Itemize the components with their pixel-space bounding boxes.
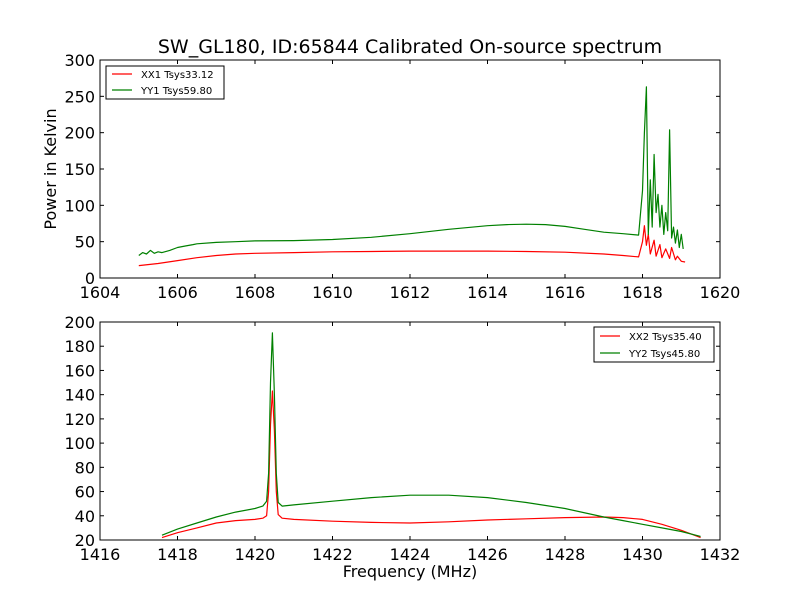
top-legend-label-xx1: XX1 Tsys33.12 xyxy=(141,70,214,81)
top-legend: XX1 Tsys33.12 YY1 Tsys59.80 xyxy=(105,65,225,100)
bottom-x-tick-label: 1430 xyxy=(622,545,663,564)
top-y-tick-label: 0 xyxy=(85,269,95,288)
top-series-yy1-line xyxy=(138,86,684,256)
top-legend-label-yy1: YY1 Tsys59.80 xyxy=(140,86,212,97)
bottom-x-tick-label: 1422 xyxy=(312,545,353,564)
top-chart-title: SW_GL180, ID:65844 Calibrated On-source … xyxy=(158,36,662,58)
bottom-panel: Frequency (MHz) 1416 1418 1420 1422 1424 1426… xyxy=(64,313,740,581)
top-x-tick-label: 1616 xyxy=(545,283,586,302)
top-y-tick-label: 150 xyxy=(64,160,95,179)
bottom-axis-ticks: 1416 1418 1420 1422 1424 1426 1428 1430 1432 20 40… xyxy=(64,313,740,564)
top-series-xx1-line xyxy=(138,225,686,267)
bottom-y-tick-label: 80 xyxy=(75,458,95,477)
bottom-y-tick-label: 20 xyxy=(75,531,95,550)
top-legend-box xyxy=(105,65,225,100)
bottom-legend: XX2 Tsys35.40 YY2 Tsys45.80 xyxy=(593,326,715,363)
bottom-x-tick-label: 1428 xyxy=(545,545,586,564)
top-y-axis-label: Power in Kelvin xyxy=(41,108,60,229)
bottom-x-tick-label: 1424 xyxy=(390,545,431,564)
bottom-plot-area xyxy=(161,332,701,539)
bottom-series-xx2-line xyxy=(161,390,701,539)
bottom-y-tick-label: 100 xyxy=(64,434,95,453)
top-plot-frame xyxy=(99,59,721,279)
top-y-tick-label: 50 xyxy=(75,233,95,252)
bottom-y-tick-label: 200 xyxy=(64,313,95,332)
top-x-tick-label: 1614 xyxy=(467,283,508,302)
bottom-legend-box xyxy=(593,326,715,363)
top-x-tick-label: 1606 xyxy=(157,283,198,302)
top-x-tick-label: 1612 xyxy=(390,283,431,302)
top-plot-area xyxy=(138,86,686,267)
bottom-x-tick-label: 1432 xyxy=(700,545,741,564)
top-y-tick-label: 100 xyxy=(64,196,95,215)
bottom-plot-frame xyxy=(99,321,721,541)
top-x-tick-label: 1610 xyxy=(312,283,353,302)
bottom-x-tick-label: 1420 xyxy=(235,545,276,564)
top-x-tick-label: 1618 xyxy=(622,283,663,302)
top-axis-ticks: 1604 1606 1608 1610 1612 1614 1616 1618 1620 0 50 1… xyxy=(64,51,740,302)
bottom-x-tick-label: 1418 xyxy=(157,545,198,564)
bottom-y-tick-label: 180 xyxy=(64,337,95,356)
top-y-tick-label: 300 xyxy=(64,51,95,70)
bottom-y-tick-label: 120 xyxy=(64,410,95,429)
top-panel: SW_GL180, ID:65844 Calibrated On-source … xyxy=(41,36,740,302)
top-y-tick-label: 250 xyxy=(64,87,95,106)
bottom-legend-label-yy2: YY2 Tsys45.80 xyxy=(628,349,700,360)
bottom-y-tick-label: 60 xyxy=(75,483,95,502)
bottom-legend-label-xx2: XX2 Tsys35.40 xyxy=(629,332,702,343)
top-x-tick-label: 1620 xyxy=(700,283,741,302)
bottom-y-tick-label: 140 xyxy=(64,386,95,405)
top-x-tick-label: 1604 xyxy=(80,283,121,302)
top-y-tick-label: 200 xyxy=(64,124,95,143)
bottom-x-tick-label: 1426 xyxy=(467,545,508,564)
top-x-tick-label: 1608 xyxy=(235,283,276,302)
bottom-series-yy2-line xyxy=(161,332,701,537)
bottom-y-tick-label: 160 xyxy=(64,361,95,380)
bottom-y-tick-label: 40 xyxy=(75,507,95,526)
bottom-x-axis-label: Frequency (MHz) xyxy=(343,562,477,581)
bottom-x-tick-label: 1416 xyxy=(80,545,121,564)
